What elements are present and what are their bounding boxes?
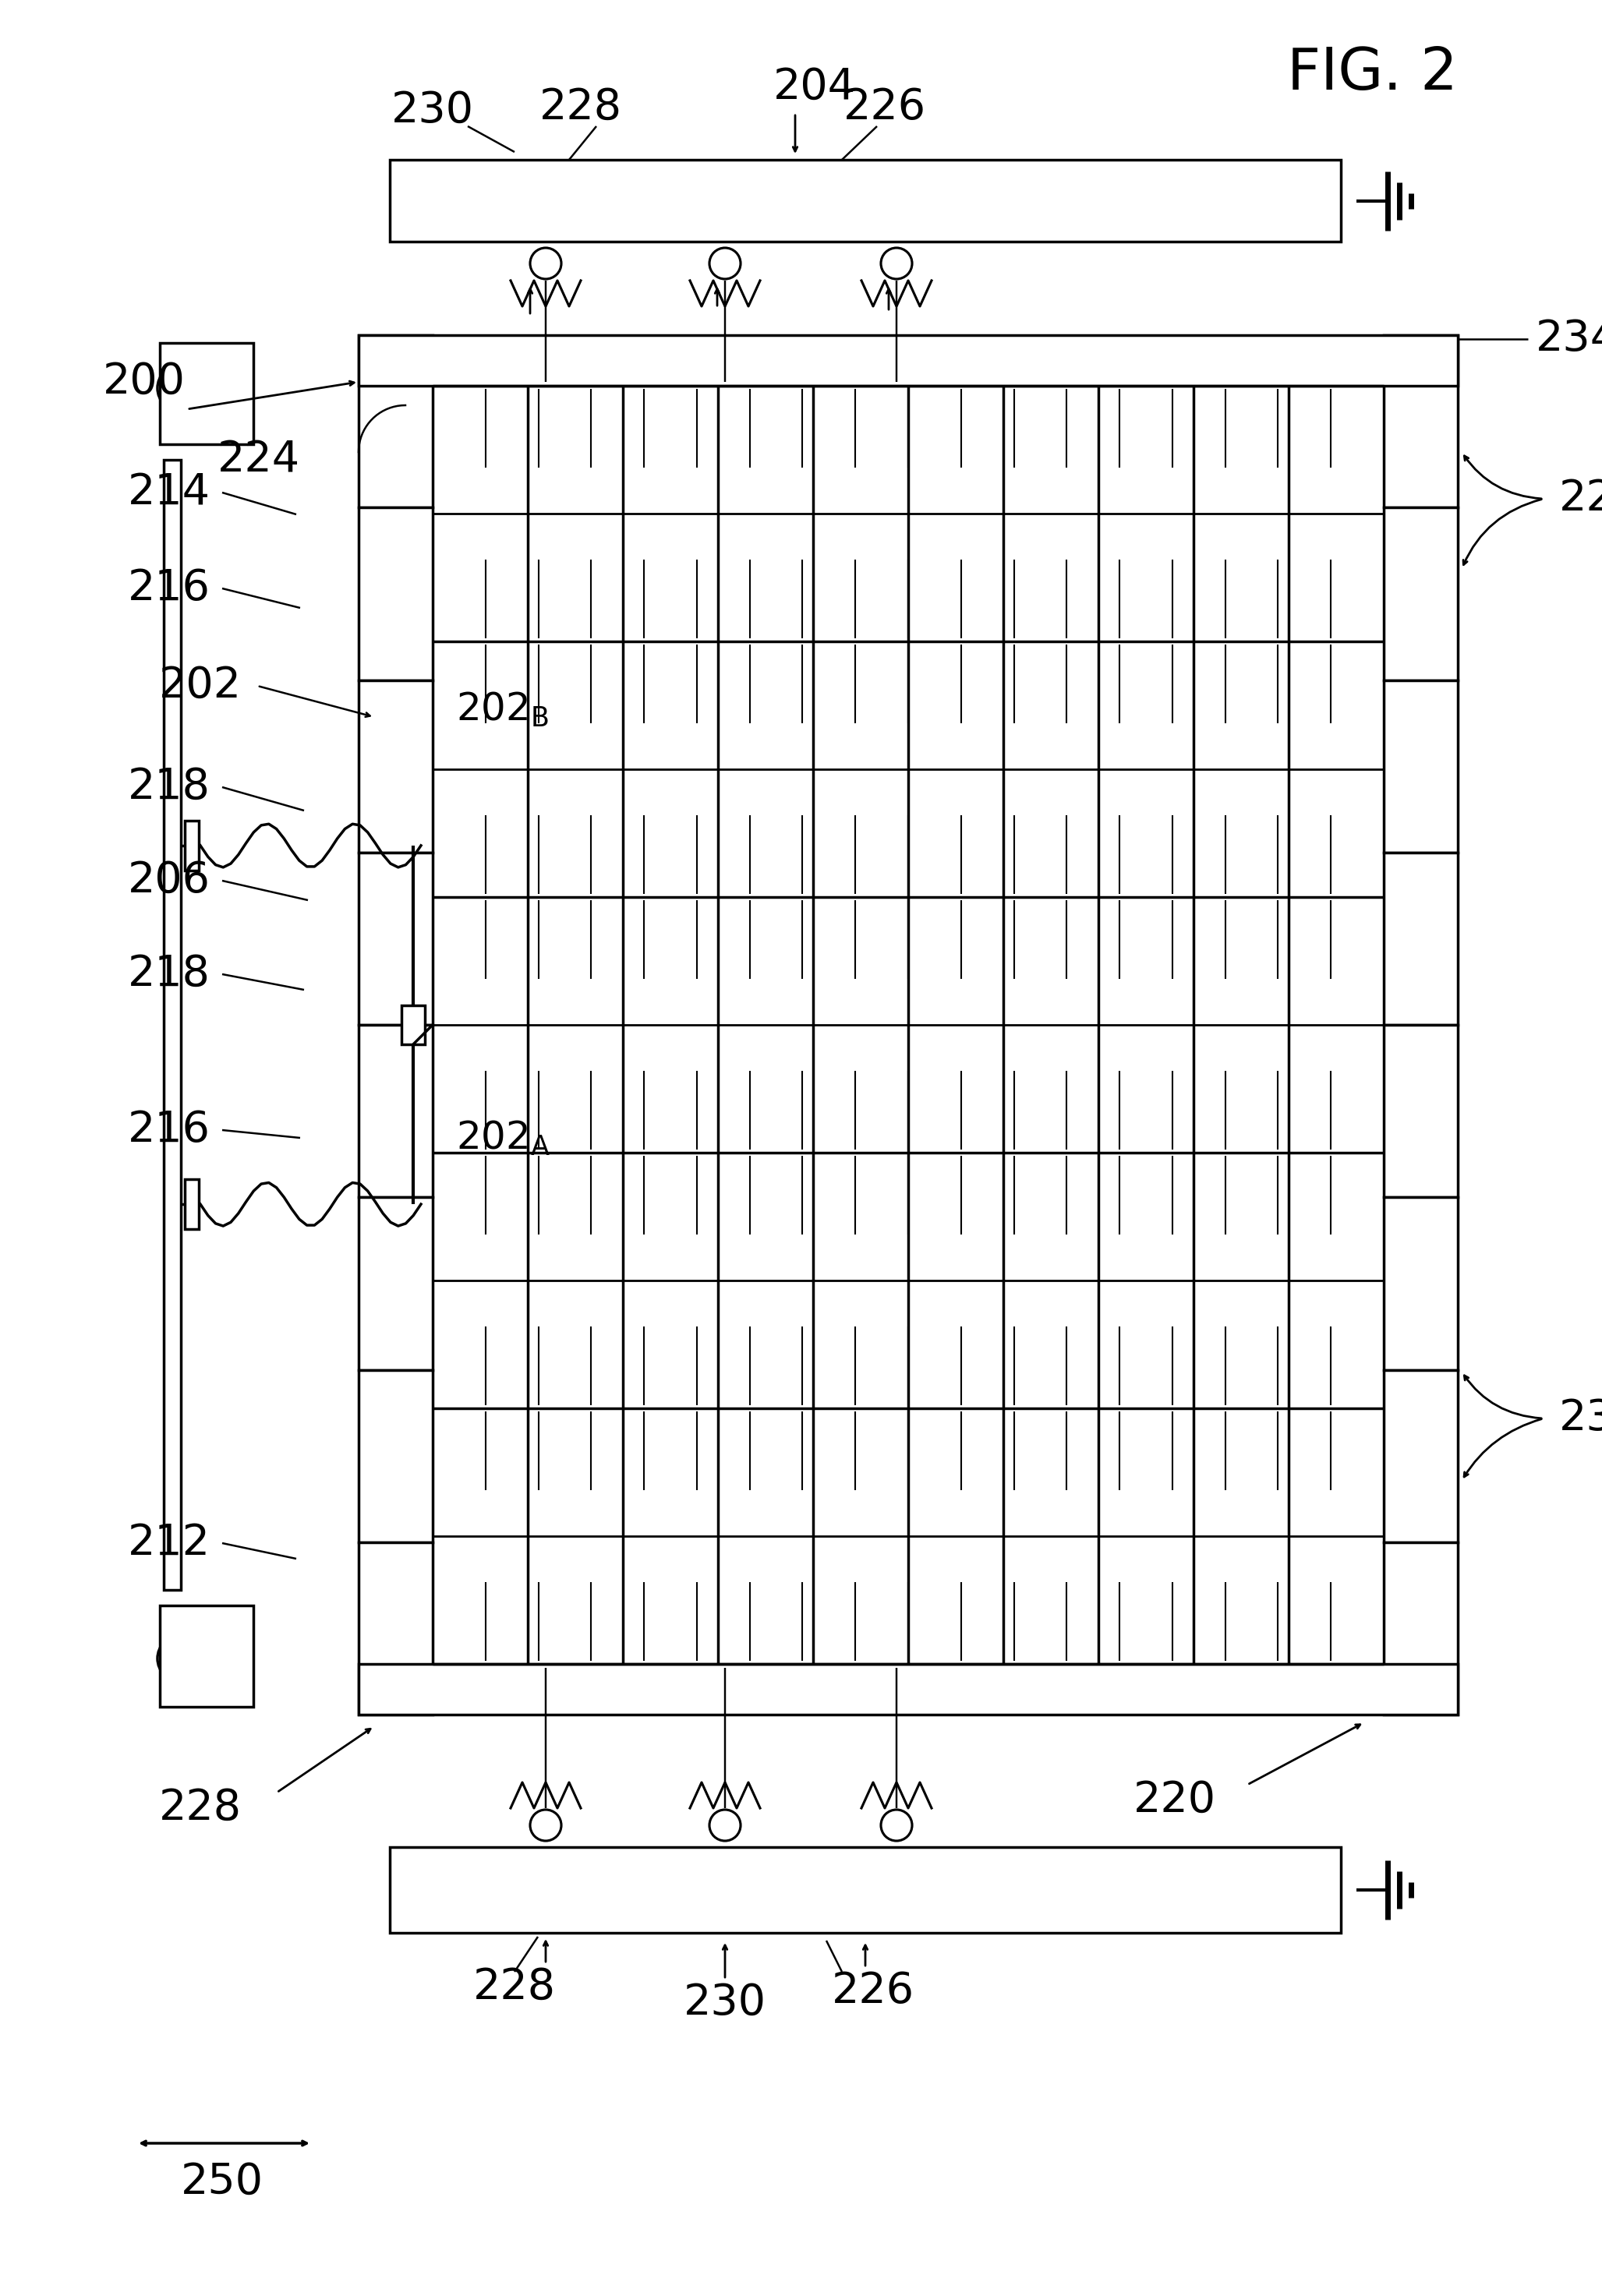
- Text: 222: 222: [1559, 478, 1602, 519]
- Text: 212: 212: [128, 1522, 210, 1564]
- Text: 228: 228: [159, 1786, 242, 1830]
- Bar: [1384, 335, 1458, 507]
- Text: 216: 216: [128, 567, 210, 608]
- Bar: [359, 507, 433, 680]
- Bar: [359, 1371, 433, 1543]
- Text: 206: 206: [128, 859, 210, 902]
- Text: 228: 228: [540, 87, 622, 129]
- Bar: [402, 1006, 425, 1045]
- Text: 226: 226: [831, 1970, 915, 2011]
- Text: 216: 216: [128, 1109, 210, 1150]
- Bar: [389, 161, 1341, 241]
- Text: 202$_\mathsf{B}$: 202$_\mathsf{B}$: [457, 691, 549, 728]
- Bar: [160, 1605, 253, 1706]
- Text: FIG. 2: FIG. 2: [1286, 46, 1458, 103]
- Bar: [359, 335, 1458, 386]
- Text: 218: 218: [128, 767, 210, 808]
- Text: 218: 218: [128, 953, 210, 994]
- Bar: [1384, 1543, 1458, 1715]
- Bar: [163, 459, 181, 1589]
- Text: 214: 214: [128, 471, 210, 514]
- Text: 202: 202: [159, 666, 242, 707]
- Text: 202$_\mathsf{A}$: 202$_\mathsf{A}$: [457, 1118, 551, 1157]
- Bar: [1384, 680, 1458, 852]
- Text: 226: 226: [843, 87, 926, 129]
- Bar: [359, 680, 433, 852]
- Text: 232: 232: [1559, 1398, 1602, 1440]
- Bar: [359, 1665, 1458, 1715]
- Bar: [389, 1846, 1341, 1933]
- Bar: [1384, 507, 1458, 680]
- Bar: [184, 820, 199, 870]
- Text: 230: 230: [684, 1981, 766, 2025]
- Text: 234: 234: [1536, 317, 1602, 360]
- Text: 204: 204: [774, 67, 855, 108]
- Bar: [1384, 1024, 1458, 1196]
- Bar: [359, 1024, 433, 1196]
- Text: 220: 220: [1134, 1779, 1216, 1821]
- Bar: [1384, 852, 1458, 1024]
- Text: 224: 224: [218, 439, 300, 480]
- Bar: [359, 1543, 433, 1715]
- Bar: [1384, 1196, 1458, 1371]
- Bar: [359, 335, 433, 507]
- Text: 228: 228: [473, 1965, 556, 2009]
- Bar: [359, 1196, 433, 1371]
- Bar: [160, 342, 253, 443]
- Bar: [1384, 1371, 1458, 1543]
- Text: 200: 200: [103, 360, 186, 402]
- Bar: [359, 852, 433, 1024]
- Text: 230: 230: [391, 90, 474, 131]
- Text: 250: 250: [181, 2161, 263, 2204]
- Bar: [184, 1180, 199, 1228]
